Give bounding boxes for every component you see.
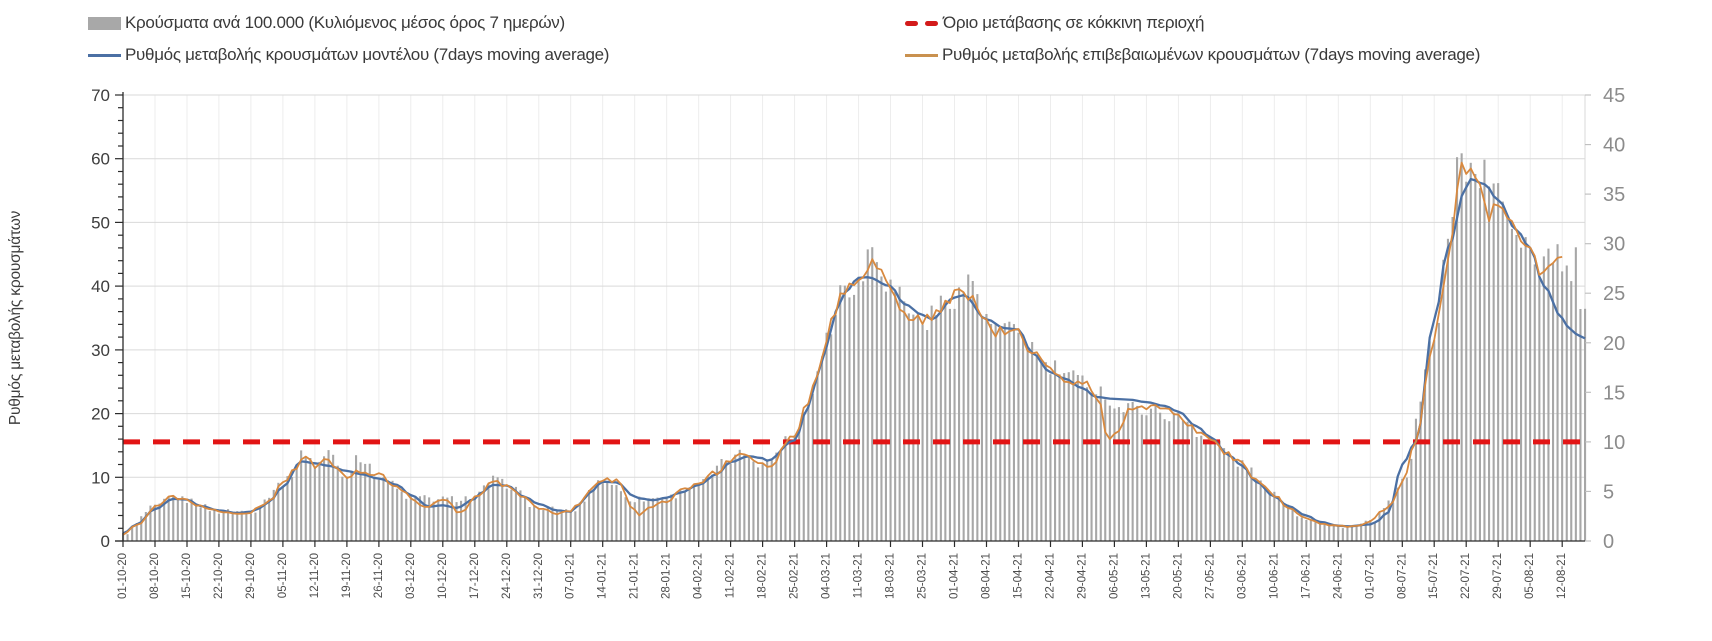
svg-text:35: 35 bbox=[1603, 184, 1625, 206]
x-tick-label: 15-04-21 bbox=[1013, 553, 1025, 599]
legend-item-threshold: Όριο μετάβασης σε κόκκινη περιοχή bbox=[905, 10, 1204, 36]
x-tick-label: 13-05-21 bbox=[1140, 553, 1152, 599]
x-tick-label: 04-02-21 bbox=[693, 553, 705, 599]
svg-text:25: 25 bbox=[1603, 283, 1625, 305]
x-tick-label: 17-12-20 bbox=[469, 553, 481, 599]
x-tick-label: 05-11-20 bbox=[277, 553, 289, 598]
x-tick-label: 21-01-21 bbox=[629, 553, 641, 599]
svg-text:0: 0 bbox=[101, 532, 110, 551]
x-tick-label: 19-11-20 bbox=[341, 553, 353, 598]
x-tick-label: 12-08-21 bbox=[1556, 553, 1568, 599]
x-tick-label: 06-05-21 bbox=[1108, 553, 1120, 599]
svg-text:10: 10 bbox=[1603, 432, 1625, 454]
confirmed-line bbox=[122, 161, 1563, 536]
bars-series bbox=[122, 153, 1587, 542]
svg-text:30: 30 bbox=[1603, 234, 1625, 256]
x-tick-label: 29-04-21 bbox=[1076, 553, 1088, 599]
x-axis: 01-10-20 08-10-20 15-10-20 22-10-20 29-10-20… bbox=[117, 541, 1568, 599]
x-tick-label: 08-07-21 bbox=[1396, 553, 1408, 599]
x-tick-label: 18-02-21 bbox=[757, 553, 769, 599]
legend-label-threshold: Όριο μετάβασης σε κόκκινη περιοχή bbox=[943, 13, 1205, 32]
x-tick-label: 11-03-21 bbox=[853, 553, 865, 598]
axes bbox=[115, 92, 1585, 542]
svg-text:70: 70 bbox=[91, 86, 110, 105]
x-tick-label: 01-07-21 bbox=[1364, 553, 1376, 599]
y-axis-left: 0 10 20 30 40 50 60 70 bbox=[91, 86, 123, 551]
x-tick-label: 01-04-21 bbox=[949, 553, 961, 599]
x-tick-label: 20-05-21 bbox=[1172, 553, 1184, 599]
svg-text:30: 30 bbox=[91, 341, 110, 360]
x-tick-label: 11-02-21 bbox=[725, 553, 737, 598]
confirmed-line-icon bbox=[905, 53, 938, 57]
x-tick-label: 01-10-20 bbox=[117, 553, 129, 599]
legend-label-model: Ρυθμός μεταβολής κρουσμάτων μοντέλου (7d… bbox=[125, 45, 610, 64]
x-tick-label: 04-03-21 bbox=[821, 553, 833, 599]
x-tick-label: 25-03-21 bbox=[917, 553, 929, 599]
x-tick-label: 24-12-20 bbox=[501, 553, 513, 599]
x-tick-label: 12-11-20 bbox=[309, 553, 321, 598]
legend-label-confirmed: Ρυθμός μεταβολής επιβεβαιωμένων κρουσμάτ… bbox=[942, 45, 1481, 64]
legend-item-confirmed: Ρυθμός μεταβολής επιβεβαιωμένων κρουσμάτ… bbox=[905, 42, 1480, 68]
x-tick-label: 25-02-21 bbox=[789, 553, 801, 599]
svg-text:15: 15 bbox=[1603, 382, 1625, 404]
bar-swatch-icon bbox=[88, 16, 121, 30]
x-tick-label: 27-05-21 bbox=[1204, 553, 1216, 599]
x-tick-label: 29-07-21 bbox=[1492, 553, 1504, 599]
svg-text:10: 10 bbox=[91, 468, 110, 487]
x-tick-label: 24-06-21 bbox=[1332, 553, 1344, 599]
x-tick-label: 15-10-20 bbox=[181, 553, 193, 599]
x-tick-label: 07-01-21 bbox=[565, 553, 577, 599]
x-tick-label: 14-01-21 bbox=[597, 553, 609, 599]
x-tick-label: 15-07-21 bbox=[1428, 553, 1440, 599]
svg-text:0: 0 bbox=[1603, 531, 1614, 553]
x-tick-label: 22-07-21 bbox=[1460, 553, 1472, 599]
model-line-icon bbox=[88, 53, 121, 57]
x-tick-label: 22-10-20 bbox=[213, 553, 225, 599]
legend-item-model: Ρυθμός μεταβολής κρουσμάτων μοντέλου (7d… bbox=[88, 42, 609, 68]
x-tick-label: 22-04-21 bbox=[1045, 553, 1057, 599]
x-tick-label: 29-10-20 bbox=[245, 553, 257, 599]
x-tick-label: 18-03-21 bbox=[885, 553, 897, 599]
svg-text:50: 50 bbox=[91, 213, 110, 232]
svg-text:5: 5 bbox=[1603, 481, 1614, 503]
svg-text:60: 60 bbox=[91, 150, 110, 169]
legend-label-cases: Κρούσματα ανά 100.000 (Κυλιόμενος μέσος … bbox=[125, 13, 565, 32]
x-tick-label: 03-12-20 bbox=[405, 553, 417, 599]
legend-item-cases: Κρούσματα ανά 100.000 (Κυλιόμενος μέσος … bbox=[88, 10, 565, 36]
svg-text:40: 40 bbox=[91, 277, 110, 296]
x-tick-label: 17-06-21 bbox=[1300, 553, 1312, 599]
x-tick-label: 31-12-20 bbox=[533, 553, 545, 599]
x-tick-label: 28-01-21 bbox=[661, 553, 673, 599]
x-tick-label: 05-08-21 bbox=[1524, 553, 1536, 599]
svg-text:45: 45 bbox=[1603, 85, 1625, 107]
x-tick-label: 10-06-21 bbox=[1268, 553, 1280, 599]
x-tick-label: 08-10-20 bbox=[149, 553, 161, 599]
svg-text:20: 20 bbox=[91, 405, 110, 424]
x-tick-label: 08-04-21 bbox=[981, 553, 993, 599]
y-axis-right: 0 5 10 15 20 25 30 35 40 45 bbox=[1585, 85, 1625, 553]
svg-text:40: 40 bbox=[1603, 135, 1625, 157]
svg-text:20: 20 bbox=[1603, 333, 1625, 355]
x-tick-label: 26-11-20 bbox=[373, 553, 385, 598]
x-tick-label: 03-06-21 bbox=[1236, 553, 1248, 599]
x-tick-label: 10-12-20 bbox=[437, 553, 449, 599]
threshold-dash-icon bbox=[905, 20, 939, 26]
